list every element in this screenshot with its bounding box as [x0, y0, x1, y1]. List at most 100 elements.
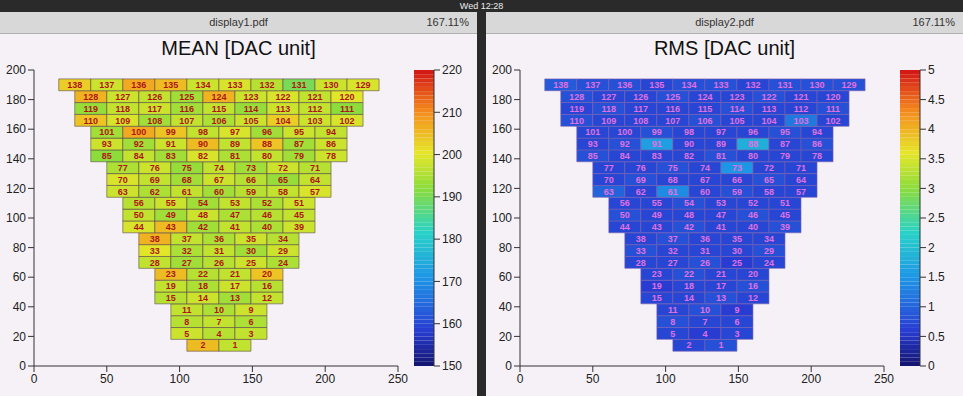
- svg-text:133: 133: [227, 80, 242, 90]
- svg-text:29: 29: [764, 246, 774, 256]
- svg-text:45: 45: [294, 210, 304, 220]
- svg-text:40: 40: [499, 300, 513, 314]
- svg-text:72: 72: [278, 163, 288, 173]
- svg-text:2: 2: [200, 340, 205, 350]
- svg-text:91: 91: [652, 139, 662, 149]
- svg-text:5: 5: [670, 329, 675, 339]
- svg-text:123: 123: [729, 92, 744, 102]
- svg-text:210: 210: [442, 106, 462, 120]
- svg-text:65: 65: [764, 175, 774, 185]
- svg-text:200: 200: [315, 372, 335, 386]
- svg-text:220: 220: [442, 63, 462, 77]
- svg-text:111: 111: [826, 104, 840, 114]
- svg-text:63: 63: [604, 187, 614, 197]
- svg-text:121: 121: [307, 92, 322, 102]
- svg-text:73: 73: [246, 163, 256, 173]
- svg-text:117: 117: [634, 104, 649, 114]
- svg-text:89: 89: [230, 139, 240, 149]
- svg-text:136: 136: [131, 80, 146, 90]
- svg-text:112: 112: [794, 104, 809, 114]
- svg-text:138: 138: [553, 80, 568, 90]
- svg-text:48: 48: [198, 210, 208, 220]
- svg-text:1.5: 1.5: [928, 270, 945, 284]
- svg-text:100: 100: [6, 211, 26, 225]
- svg-text:9: 9: [248, 305, 253, 315]
- svg-text:94: 94: [326, 127, 336, 137]
- svg-text:38: 38: [636, 234, 646, 244]
- svg-text:98: 98: [684, 127, 694, 137]
- svg-text:83: 83: [166, 151, 176, 161]
- svg-text:90: 90: [684, 139, 694, 149]
- svg-text:66: 66: [246, 175, 256, 185]
- svg-text:61: 61: [182, 187, 192, 197]
- svg-text:4: 4: [216, 329, 221, 339]
- svg-text:91: 91: [166, 139, 176, 149]
- svg-text:25: 25: [246, 258, 256, 268]
- svg-text:20: 20: [499, 330, 513, 344]
- svg-text:7: 7: [702, 317, 707, 327]
- svg-text:97: 97: [230, 127, 240, 137]
- svg-text:87: 87: [294, 139, 304, 149]
- svg-text:55: 55: [652, 198, 662, 208]
- svg-text:103: 103: [793, 116, 808, 126]
- svg-text:50: 50: [620, 210, 630, 220]
- svg-text:95: 95: [294, 127, 304, 137]
- svg-text:150: 150: [728, 372, 748, 386]
- svg-text:14: 14: [684, 293, 694, 303]
- svg-text:0: 0: [19, 359, 26, 373]
- svg-text:28: 28: [150, 258, 160, 268]
- svg-text:3: 3: [734, 329, 739, 339]
- svg-text:56: 56: [134, 198, 144, 208]
- svg-text:26: 26: [214, 258, 224, 268]
- svg-text:108: 108: [147, 116, 162, 126]
- svg-text:39: 39: [780, 222, 790, 232]
- svg-text:200: 200: [6, 63, 26, 77]
- svg-text:60: 60: [13, 270, 27, 284]
- svg-text:59: 59: [732, 187, 742, 197]
- svg-text:118: 118: [602, 104, 617, 114]
- svg-text:54: 54: [198, 198, 208, 208]
- svg-text:19: 19: [166, 281, 176, 291]
- svg-text:150: 150: [242, 372, 262, 386]
- svg-text:130: 130: [810, 80, 825, 90]
- svg-text:42: 42: [198, 222, 208, 232]
- svg-text:135: 135: [163, 80, 178, 90]
- svg-text:30: 30: [732, 246, 742, 256]
- svg-text:160: 160: [492, 122, 512, 136]
- svg-text:58: 58: [764, 187, 774, 197]
- svg-text:35: 35: [732, 234, 742, 244]
- svg-text:137: 137: [99, 80, 114, 90]
- svg-text:33: 33: [150, 246, 160, 256]
- svg-text:138: 138: [67, 80, 82, 90]
- svg-text:99: 99: [652, 127, 662, 137]
- svg-text:93: 93: [102, 139, 112, 149]
- svg-text:50: 50: [100, 372, 114, 386]
- svg-text:74: 74: [214, 163, 224, 173]
- svg-text:27: 27: [182, 258, 192, 268]
- svg-text:111: 111: [340, 104, 354, 114]
- svg-text:105: 105: [729, 116, 744, 126]
- svg-text:92: 92: [134, 139, 144, 149]
- svg-text:11: 11: [182, 305, 192, 315]
- svg-text:122: 122: [275, 92, 290, 102]
- svg-text:6: 6: [734, 317, 739, 327]
- svg-text:131: 131: [291, 80, 306, 90]
- svg-text:71: 71: [310, 163, 320, 173]
- svg-text:23: 23: [652, 269, 662, 279]
- svg-text:18: 18: [684, 281, 694, 291]
- svg-text:117: 117: [148, 104, 163, 114]
- svg-text:102: 102: [826, 116, 841, 126]
- svg-text:129: 129: [356, 80, 371, 90]
- svg-text:125: 125: [665, 92, 680, 102]
- svg-text:96: 96: [262, 127, 272, 137]
- svg-text:50: 50: [134, 210, 144, 220]
- svg-text:74: 74: [700, 163, 710, 173]
- svg-text:16: 16: [748, 281, 758, 291]
- svg-text:47: 47: [230, 210, 240, 220]
- svg-text:136: 136: [617, 80, 632, 90]
- svg-text:64: 64: [796, 175, 806, 185]
- svg-text:113: 113: [762, 104, 777, 114]
- svg-text:22: 22: [684, 269, 694, 279]
- svg-text:4: 4: [702, 329, 707, 339]
- svg-text:61: 61: [668, 187, 678, 197]
